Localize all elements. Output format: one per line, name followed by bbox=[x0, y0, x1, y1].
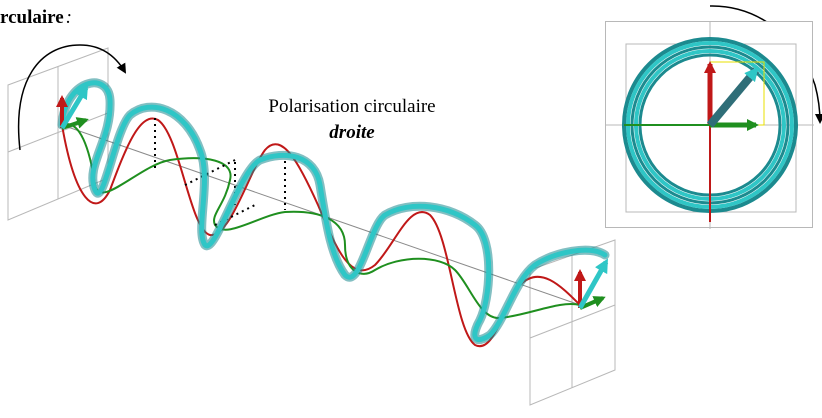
right-green-vector bbox=[579, 296, 606, 310]
section-heading-text: rculaire bbox=[0, 7, 64, 28]
right-cyan-vector bbox=[577, 258, 609, 310]
electric-field-y-component bbox=[61, 123, 581, 320]
electric-field-x-component bbox=[61, 117, 581, 348]
end-view-inset bbox=[605, 21, 814, 229]
left-rotation-arrow bbox=[18, 44, 127, 151]
right-field-vectors bbox=[574, 258, 609, 310]
resultant-field-helix bbox=[59, 80, 608, 342]
caption-line-2: droite bbox=[329, 122, 375, 143]
left-green-vector bbox=[61, 117, 89, 130]
left-cyan-vector bbox=[59, 84, 89, 130]
left-field-vectors bbox=[56, 84, 89, 130]
polarization-caption: Polarisation circulaire droite bbox=[232, 94, 472, 146]
caption-line-1: Polarisation circulaire bbox=[268, 96, 436, 117]
section-heading-colon: : bbox=[65, 7, 72, 28]
inset-resultant-vector bbox=[706, 66, 760, 128]
end-view-diagram bbox=[606, 22, 814, 229]
section-heading: rculaire: bbox=[0, 7, 72, 29]
